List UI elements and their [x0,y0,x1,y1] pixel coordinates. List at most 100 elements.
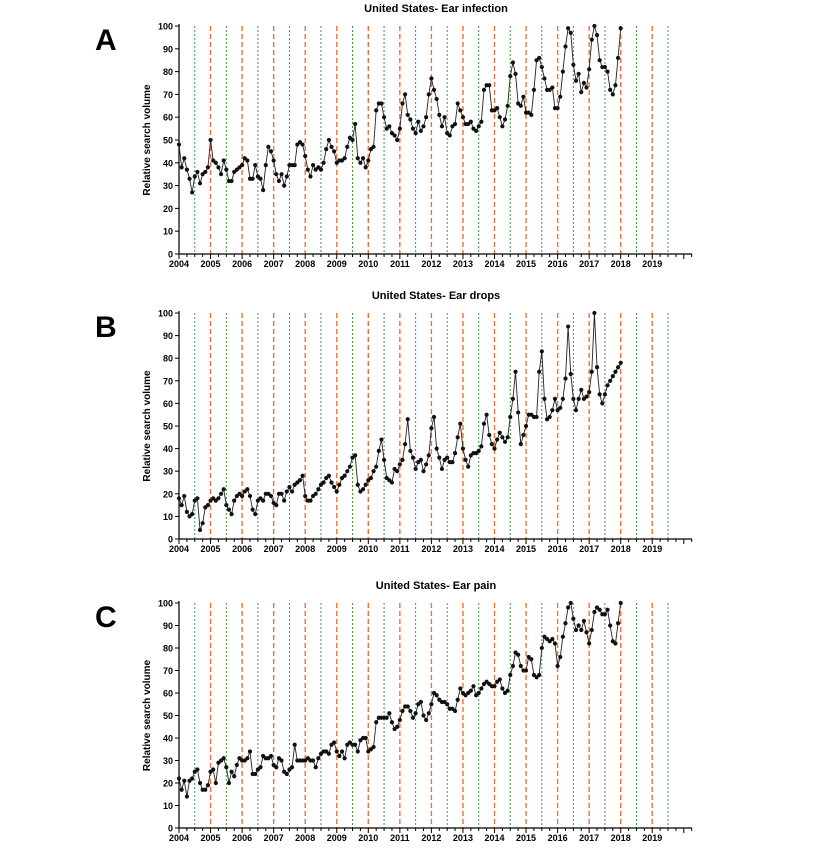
data-point [368,475,374,481]
data-point [274,765,279,770]
data-point [605,607,610,612]
x-tick-label: 2018 [611,833,631,843]
x-tick-label: 2008 [295,833,315,843]
data-point [403,441,408,447]
data-point [397,462,402,467]
data-point [342,473,347,478]
data-point [371,144,376,149]
data-point [371,469,376,474]
data-point [434,693,439,698]
data-point [552,641,558,646]
data-point [203,787,208,792]
data-point [587,390,592,395]
data-point [360,156,366,161]
data-point [555,105,560,111]
x-tick-label: 2007 [264,259,284,269]
data-point [413,131,418,136]
data-point [205,783,211,788]
data-point [429,426,434,431]
data-point [618,360,623,365]
y-tick-label: 100 [158,599,173,609]
data-point [452,708,458,714]
data-point [366,158,371,163]
data-point [608,87,613,92]
data-point [360,487,366,492]
y-tick-label: 50 [163,422,173,432]
data-point [510,396,515,401]
data-point [594,365,600,370]
data-point [584,630,589,635]
data-point [513,369,518,374]
data-point [600,401,605,406]
data-point [329,480,334,485]
data-point [342,156,347,161]
x-tick-label: 2011 [390,259,410,269]
data-point [310,162,316,168]
y-tick-label: 20 [163,779,173,789]
y-tick-label: 20 [163,489,173,499]
data-point [316,756,321,761]
data-point [602,64,608,70]
data-point [403,92,408,97]
x-tick-label: 2018 [611,259,631,269]
data-point [224,167,229,172]
data-point [576,623,581,628]
data-point [363,735,368,741]
data-point [250,507,255,512]
data-point [571,62,576,67]
x-tick-label: 2013 [453,259,473,269]
data-point [247,749,253,754]
x-tick-label: 2010 [358,833,378,843]
data-point [497,677,502,682]
data-point [318,167,324,172]
data-point [610,374,615,379]
data-point [468,119,473,124]
data-point [211,767,216,772]
data-point [510,60,515,65]
data-point [487,432,492,438]
data-point [437,455,442,460]
data-point [502,117,508,122]
data-point [392,133,397,138]
x-tick-label: 2006 [232,259,252,269]
data-point [576,396,581,401]
x-tick-label: 2011 [390,833,410,843]
x-tick-label: 2007 [264,833,284,843]
x-tick-label: 2015 [516,544,536,554]
data-point [534,414,539,420]
data-point [195,496,200,501]
data-point [292,742,297,747]
data-point [521,432,526,438]
x-tick-label: 2004 [169,259,189,269]
data-point [213,160,218,165]
x-tick-label: 2015 [516,259,536,269]
data-point [355,156,360,161]
data-point [216,496,221,501]
data-point [505,688,510,693]
data-point [568,600,573,606]
data-point [550,85,555,90]
data-point [408,448,413,453]
data-point [484,412,489,417]
data-point [431,87,437,92]
data-point [316,487,321,492]
y-tick-label: 70 [163,376,173,386]
y-axis-label: Relative search volume [142,84,153,196]
data-point [176,142,182,147]
y-tick-label: 0 [168,250,173,260]
data-point [560,396,565,401]
data-point [268,493,274,499]
data-point [389,480,395,485]
data-point [213,780,218,786]
data-point [274,172,279,177]
data-point [395,724,400,729]
data-point [261,188,266,193]
data-point [463,457,468,462]
data-point [313,491,318,496]
data-point [200,521,205,526]
data-point [421,713,426,718]
y-tick-label: 60 [163,689,173,699]
data-point [587,67,592,72]
x-tick-label: 2013 [453,833,473,843]
data-point [387,124,392,129]
